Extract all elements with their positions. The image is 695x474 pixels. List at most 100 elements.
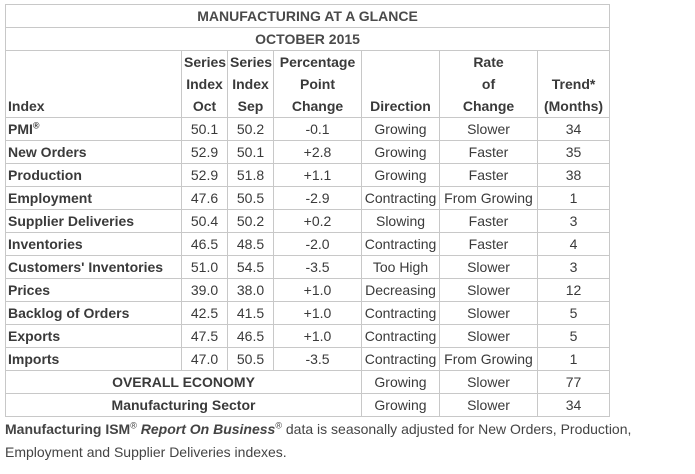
- series-index-sep: 50.2: [227, 209, 274, 233]
- series-index-sep: 50.5: [227, 347, 274, 371]
- trend-months: 1: [536, 347, 611, 371]
- percentage-point-change: +2.8: [273, 140, 362, 164]
- table-row: Supplier Deliveries 50.4 50.2 +0.2 Slowing Fa…: [5, 209, 611, 233]
- direction: Growing: [361, 140, 440, 164]
- footnote-line-2: Employment and Supplier Deliveries index…: [5, 444, 287, 460]
- percentage-point-change: -2.9: [273, 186, 362, 210]
- direction: Too High: [361, 255, 440, 279]
- series-index-oct: 42.5: [181, 301, 228, 325]
- percentage-point-change: +1.1: [273, 163, 362, 187]
- rate-of-change: Slower: [439, 324, 538, 348]
- series-index-oct: 47.0: [181, 347, 228, 371]
- rate-of-change: From Growing: [439, 347, 538, 371]
- percentage-point-change: +1.0: [273, 301, 362, 325]
- rate-of-change: From Growing: [439, 186, 538, 210]
- series-index-sep: 41.5: [227, 301, 274, 325]
- percentage-point-change: -0.1: [273, 117, 362, 141]
- percentage-point-change: +1.0: [273, 324, 362, 348]
- summary-name: OVERALL ECONOMY: [5, 370, 362, 394]
- manufacturing-at-a-glance-table: MANUFACTURING AT A GLANCE OCTOBER 2015 I…: [4, 4, 611, 417]
- index-name-label: Exports: [8, 328, 61, 344]
- trend-months: 3: [536, 209, 611, 233]
- rate-of-change: Slower: [439, 278, 538, 302]
- rate-of-change: Faster: [439, 232, 538, 256]
- trend-months: 77: [536, 370, 611, 394]
- rate-of-change: Faster: [439, 209, 538, 233]
- row-index-name: PMI®: [5, 117, 182, 141]
- rate-of-change: Slower: [439, 393, 538, 417]
- rate-of-change: Faster: [439, 140, 538, 164]
- trend-months: 4: [536, 232, 611, 256]
- series-index-sep: 51.8: [227, 163, 274, 187]
- table-subtitle: OCTOBER 2015: [4, 27, 611, 51]
- trend-months: 38: [536, 163, 611, 187]
- row-index-name: Customers' Inventories: [5, 255, 182, 279]
- trend-months: 5: [536, 301, 611, 325]
- trend-months: 34: [536, 393, 611, 417]
- summary-name: Manufacturing Sector: [5, 393, 362, 417]
- rate-of-change: Slower: [439, 370, 538, 394]
- table-title: MANUFACTURING AT A GLANCE: [4, 4, 611, 28]
- registered-mark: ®: [32, 120, 40, 131]
- index-name-label: Prices: [8, 282, 51, 298]
- table-row: Inventories 46.5 48.5 -2.0 Contracting Faster…: [5, 232, 611, 256]
- direction: Contracting: [361, 232, 440, 256]
- series-index-oct: 52.9: [181, 140, 228, 164]
- trend-months: 1: [536, 186, 611, 210]
- row-index-name: Inventories: [5, 232, 182, 256]
- ism-table-container: MANUFACTURING AT A GLANCE OCTOBER 2015 I…: [4, 4, 611, 417]
- table-row: Exports 47.5 46.5 +1.0 Contracting Slower 5: [5, 324, 611, 348]
- index-name-label: Backlog of Orders: [8, 305, 130, 321]
- percentage-point-change: +0.2: [273, 209, 362, 233]
- subtitle-row: OCTOBER 2015: [4, 27, 611, 51]
- direction: Growing: [361, 370, 440, 394]
- footnote: Manufacturing ISM® Report On Business® d…: [5, 418, 695, 464]
- row-index-name: Prices: [5, 278, 182, 302]
- row-index-name: Production: [5, 163, 182, 187]
- header-percentage-change: Percentage Point Change: [273, 50, 362, 118]
- trend-months: 12: [536, 278, 611, 302]
- rate-of-change: Faster: [439, 163, 538, 187]
- series-index-oct: 47.5: [181, 324, 228, 348]
- index-name-label: PMI: [8, 121, 33, 137]
- percentage-point-change: -3.5: [273, 347, 362, 371]
- series-index-sep: 50.1: [227, 140, 274, 164]
- trend-months: 3: [536, 255, 611, 279]
- series-index-oct: 52.9: [181, 163, 228, 187]
- table-row: Imports 47.0 50.5 -3.5 Contracting From Growi…: [5, 347, 611, 371]
- header-trend: Trend* (Months): [536, 50, 611, 118]
- index-name-label: Production: [8, 167, 82, 183]
- index-name-label: Employment: [8, 190, 93, 206]
- direction: Decreasing: [361, 278, 440, 302]
- direction: Growing: [361, 163, 440, 187]
- header-index: Index: [5, 50, 182, 118]
- rate-of-change: Slower: [439, 117, 538, 141]
- row-index-name: Employment: [5, 186, 182, 210]
- row-index-name: Exports: [5, 324, 182, 348]
- series-index-oct: 39.0: [181, 278, 228, 302]
- row-index-name: New Orders: [5, 140, 182, 164]
- trend-months: 5: [536, 324, 611, 348]
- table-row: Backlog of Orders 42.5 41.5 +1.0 Contracting…: [5, 301, 611, 325]
- percentage-point-change: +1.0: [273, 278, 362, 302]
- direction: Contracting: [361, 324, 440, 348]
- table-row: Customers' Inventories 51.0 54.5 -3.5 Too Hi…: [5, 255, 611, 279]
- index-name-label: New Orders: [8, 144, 87, 160]
- rate-of-change: Slower: [439, 255, 538, 279]
- trend-months: 35: [536, 140, 611, 164]
- footnote-line-1: Manufacturing ISM® Report On Business® d…: [5, 420, 632, 437]
- index-name-label: Customers' Inventories: [8, 259, 164, 275]
- series-index-sep: 54.5: [227, 255, 274, 279]
- trend-months: 34: [536, 117, 611, 141]
- row-index-name: Supplier Deliveries: [5, 209, 182, 233]
- direction: Contracting: [361, 347, 440, 371]
- direction: Growing: [361, 393, 440, 417]
- index-name-label: Imports: [8, 351, 60, 367]
- percentage-point-change: -3.5: [273, 255, 362, 279]
- series-index-sep: 48.5: [227, 232, 274, 256]
- row-index-name: Backlog of Orders: [5, 301, 182, 325]
- header-rate-of-change: Rate of Change: [439, 50, 538, 118]
- series-index-sep: 50.5: [227, 186, 274, 210]
- series-index-oct: 51.0: [181, 255, 228, 279]
- index-name-label: Supplier Deliveries: [8, 213, 135, 229]
